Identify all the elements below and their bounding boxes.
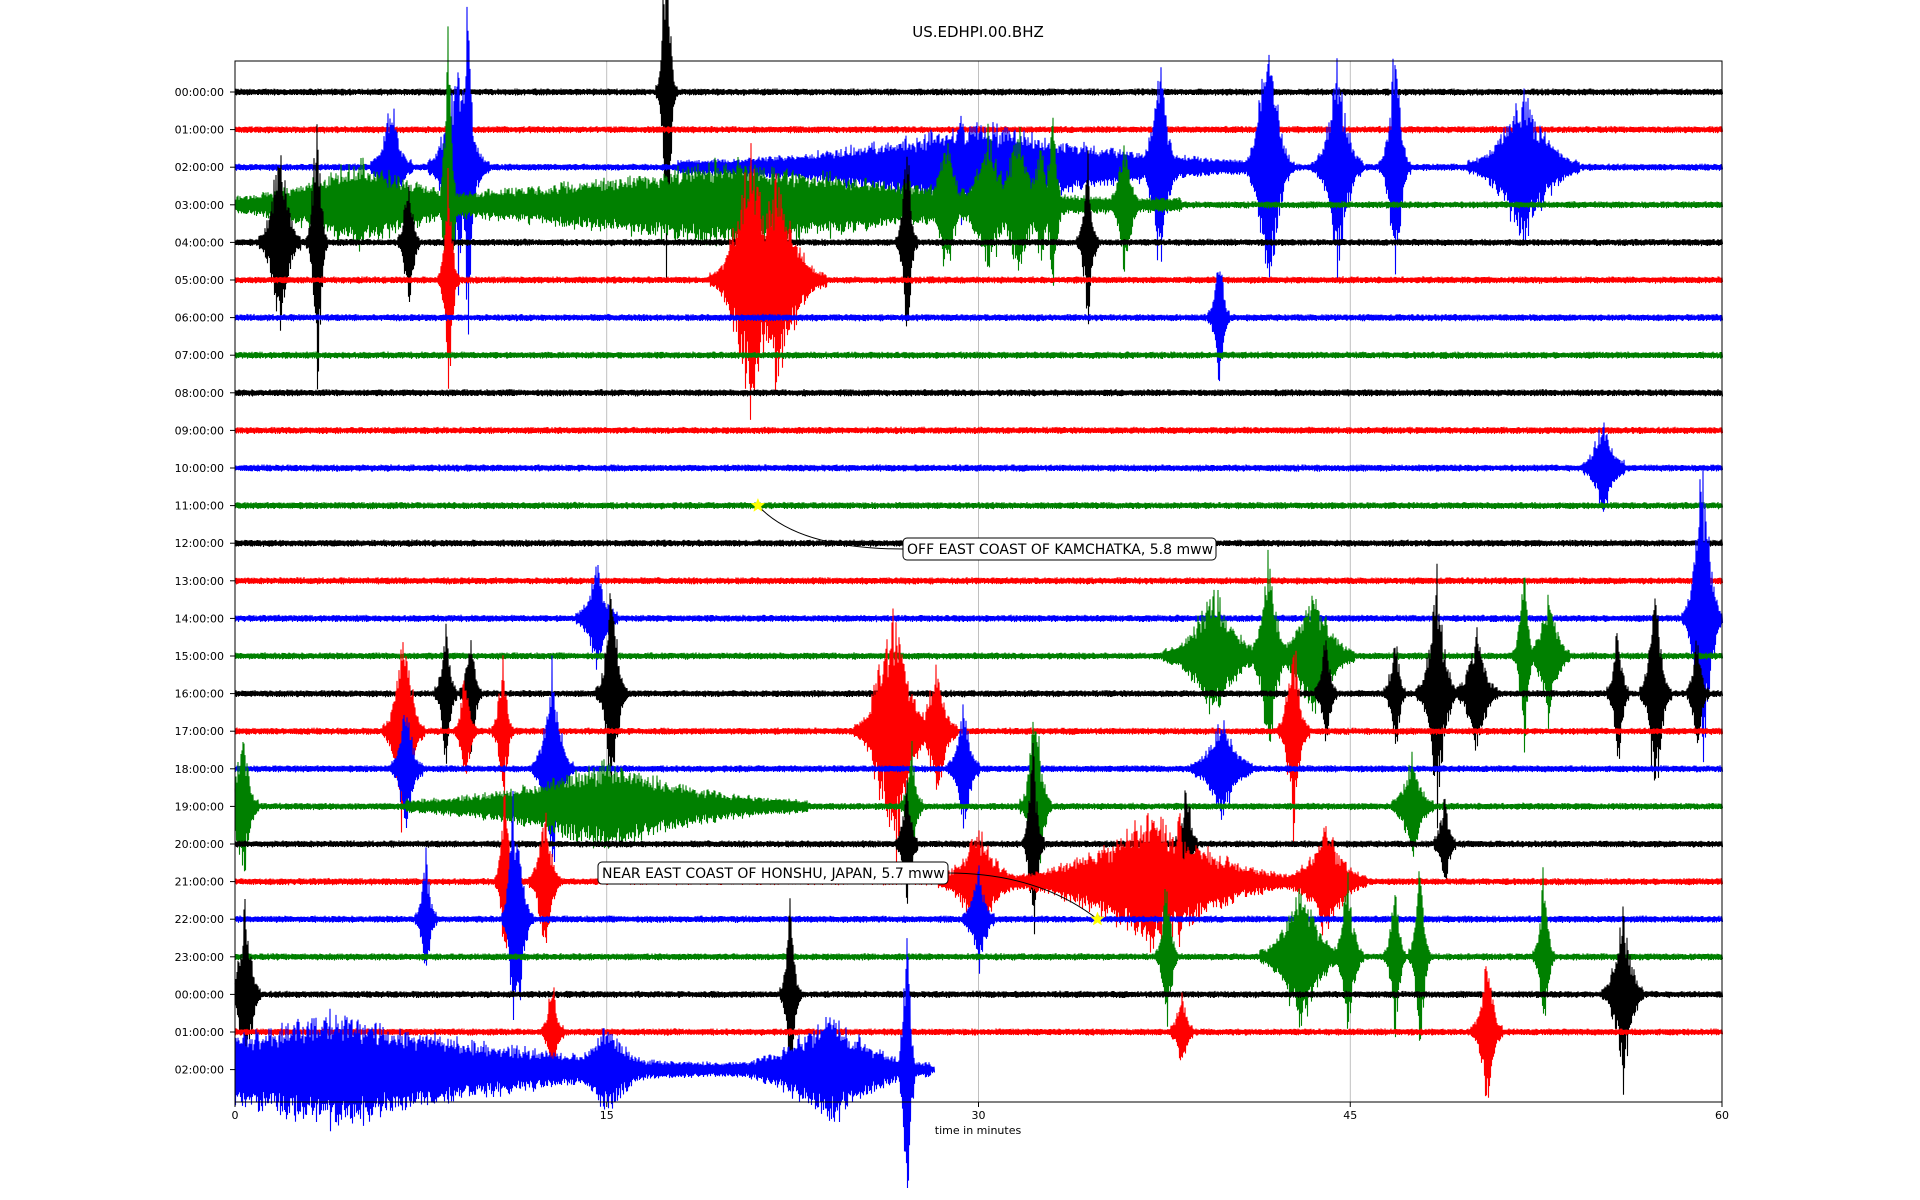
trace-row-8 (234, 389, 1724, 397)
trace-row-0 (234, 0, 1724, 279)
row-label: 09:00:00 (175, 424, 224, 437)
trace-row-23 (234, 867, 1724, 1041)
trace-row-24 (234, 898, 1724, 1095)
event-connector (947, 872, 1098, 920)
event-annotations: OFF EAST COAST OF KAMCHATKA, 5.8 mww NEAR… (597, 497, 1217, 926)
event-label: NEAR EAST COAST OF HONSHU, JAPAN, 5.7 mw… (602, 866, 945, 882)
x-tick-label: 15 (600, 1109, 614, 1122)
trace-row-14 (234, 468, 1724, 763)
row-label: 06:00:00 (175, 312, 224, 325)
row-label: 02:00:00 (175, 161, 224, 174)
row-label: 08:00:00 (175, 387, 224, 400)
x-axis-ticks: 0 15 30 45 60 (232, 1102, 1729, 1122)
row-label: 17:00:00 (175, 725, 224, 738)
event-star-marker (1090, 911, 1105, 926)
row-label: 12:00:00 (175, 537, 224, 550)
trace-row-17 (234, 608, 1724, 864)
chart-title: US.EDHPI.00.BHZ (912, 23, 1044, 41)
trace-row-6 (234, 271, 1724, 382)
trace-row-10 (234, 422, 1724, 512)
trace-row-5 (234, 143, 1724, 420)
trace-row-11 (234, 501, 1724, 510)
row-label: 01:00:00 (175, 124, 224, 137)
event-star-marker (750, 497, 766, 512)
x-tick-label: 30 (972, 1109, 986, 1122)
row-label: 21:00:00 (175, 876, 224, 889)
x-axis-title: time in minutes (935, 1124, 1022, 1137)
event-label-box (902, 537, 1217, 561)
row-label: 11:00:00 (175, 500, 224, 513)
event-connector (757, 505, 904, 550)
row-label: 04:00:00 (175, 236, 224, 249)
trace-row-9 (234, 426, 1724, 435)
row-label: 01:00:00 (175, 1026, 224, 1039)
row-label: 10:00:00 (175, 462, 224, 475)
trace-row-2 (234, 6, 1724, 335)
row-label: 23:00:00 (175, 951, 224, 964)
trace-row-3 (234, 26, 1724, 361)
row-label: 22:00:00 (175, 913, 224, 926)
row-label: 05:00:00 (175, 274, 224, 287)
row-time-labels: 00:00:00 01:00:00 02:00:00 03:00:00 04:00:00… (175, 86, 235, 1077)
row-label: 03:00:00 (175, 199, 224, 212)
trace-row-26 (234, 938, 936, 1189)
row-label: 16:00:00 (175, 688, 224, 701)
row-label: 15:00:00 (175, 650, 224, 663)
x-tick-label: 45 (1343, 1109, 1357, 1122)
row-label: 14:00:00 (175, 612, 224, 625)
seismic-traces (234, 0, 1724, 1189)
row-label: 00:00:00 (175, 988, 224, 1001)
trace-row-18 (234, 655, 1724, 863)
row-label: 13:00:00 (175, 575, 224, 588)
x-tick-label: 60 (1715, 1109, 1729, 1122)
trace-row-13 (234, 576, 1724, 585)
trace-row-4 (234, 124, 1724, 390)
row-label: 00:00:00 (175, 86, 224, 99)
row-label: 18:00:00 (175, 763, 224, 776)
event-label: OFF EAST COAST OF KAMCHATKA, 5.8 mww (907, 542, 1213, 558)
trace-row-16 (234, 563, 1724, 829)
trace-row-19 (234, 721, 1724, 884)
trace-row-22 (234, 790, 1724, 1021)
row-label: 02:00:00 (175, 1064, 224, 1077)
trace-row-7 (234, 351, 1724, 360)
trace-row-1 (234, 125, 1724, 134)
event-label-box (597, 861, 949, 885)
row-label: 19:00:00 (175, 800, 224, 813)
x-tick-label: 0 (232, 1109, 239, 1122)
row-label: 07:00:00 (175, 349, 224, 362)
trace-row-25 (234, 966, 1724, 1098)
row-label: 20:00:00 (175, 838, 224, 851)
